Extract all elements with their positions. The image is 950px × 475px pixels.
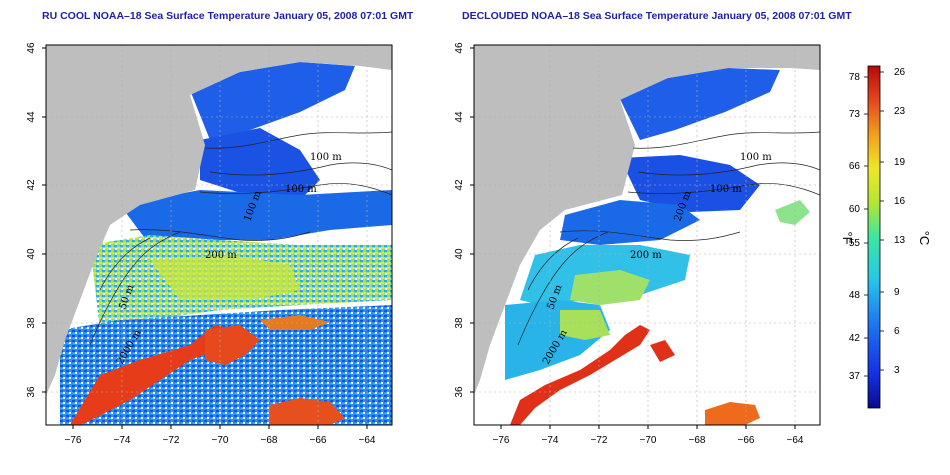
y-tick-label: 44 <box>454 111 465 123</box>
right-contours <box>517 131 820 346</box>
colorbar-f-tick: 66 <box>849 161 861 172</box>
right-grid <box>474 45 820 425</box>
left-contours <box>89 131 392 346</box>
y-tick-label: 46 <box>454 42 465 54</box>
y-tick-label: 38 <box>454 317 465 329</box>
colorbar-c-tick: 23 <box>894 106 906 117</box>
colorbar-c-ticks: 26 23 19 16 13 9 6 3 <box>880 67 906 376</box>
colorbar-f-tick: 78 <box>849 72 861 83</box>
colorbar: 78 73 66 60 55 48 42 37 26 23 19 16 13 9… <box>840 65 932 409</box>
y-tick-label: 40 <box>26 248 37 260</box>
colorbar-c-tick: 9 <box>894 287 900 298</box>
colorbar-c-tick: 26 <box>894 67 906 78</box>
y-tick-label: 42 <box>26 179 37 191</box>
colorbar-f-tick: 37 <box>849 371 861 382</box>
y-tick-label: 36 <box>26 386 37 398</box>
y-tick-label: 42 <box>454 179 465 191</box>
x-tick-label: −64 <box>359 435 376 446</box>
left-grid <box>46 45 392 425</box>
x-tick-label: −66 <box>738 435 755 446</box>
y-tick-label: 46 <box>26 42 37 54</box>
right-land <box>474 45 820 395</box>
x-tick-label: −68 <box>689 435 706 446</box>
left-x-axis: −76 −74 −72 −70 −68 −66 −64 <box>65 425 376 446</box>
colorbar-c-tick: 19 <box>894 157 906 168</box>
right-sst-field <box>505 68 810 425</box>
right-x-axis: −76 −74 −72 −70 −68 −66 −64 <box>493 425 804 446</box>
left-contour-label: 100 m <box>310 152 342 163</box>
right-contour-label: 100 m <box>710 184 742 195</box>
x-tick-label: −64 <box>787 435 804 446</box>
left-sst-map: 100 m 100 m 100 m 200 m 50 m 2000 m <box>45 44 393 426</box>
x-tick-label: −70 <box>640 435 657 446</box>
colorbar-unit-celsius: °C <box>917 231 932 246</box>
left-y-axis: 46 44 42 40 38 36 <box>26 42 46 398</box>
right-y-axis: 46 44 42 40 38 36 <box>454 42 474 398</box>
y-tick-label: 44 <box>26 111 37 123</box>
left-contour-label: 200 m <box>205 250 237 261</box>
y-tick-label: 38 <box>26 317 37 329</box>
right-contour-label: 100 m <box>740 152 772 163</box>
colorbar-gradient <box>867 65 881 409</box>
colorbar-c-tick: 13 <box>894 235 906 246</box>
colorbar-f-tick: 60 <box>849 204 861 215</box>
x-tick-label: −70 <box>212 435 229 446</box>
left-sst-field <box>60 62 392 425</box>
x-tick-label: −74 <box>114 435 131 446</box>
x-tick-label: −68 <box>261 435 278 446</box>
left-panel-title: RU COOL NOAA–18 Sea Surface Temperature … <box>42 10 414 22</box>
left-land <box>46 45 392 395</box>
left-contour-label: 100 m <box>285 184 317 195</box>
x-tick-label: −72 <box>163 435 180 446</box>
y-tick-label: 36 <box>454 386 465 398</box>
colorbar-c-tick: 6 <box>894 326 900 337</box>
colorbar-c-tick: 16 <box>894 196 906 207</box>
y-tick-label: 40 <box>454 248 465 260</box>
colorbar-f-tick: 48 <box>849 290 861 301</box>
colorbar-c-tick: 3 <box>894 365 900 376</box>
colorbar-f-ticks: 78 73 66 60 55 48 42 37 <box>849 72 868 382</box>
right-panel-title: DECLOUDED NOAA–18 Sea Surface Temperatur… <box>462 10 852 22</box>
right-contour-label: 200 m <box>630 250 662 261</box>
colorbar-unit-fahrenheit: °F <box>840 231 855 244</box>
colorbar-f-tick: 55 <box>849 238 861 249</box>
x-tick-label: −76 <box>65 435 82 446</box>
x-tick-label: −66 <box>310 435 327 446</box>
colorbar-f-tick: 42 <box>849 333 861 344</box>
x-tick-label: −74 <box>542 435 559 446</box>
colorbar-f-tick: 73 <box>849 109 861 120</box>
x-tick-label: −72 <box>591 435 608 446</box>
right-sst-map: 100 m 100 m 200 m 200 m 50 m 2000 m <box>473 44 821 426</box>
x-tick-label: −76 <box>493 435 510 446</box>
